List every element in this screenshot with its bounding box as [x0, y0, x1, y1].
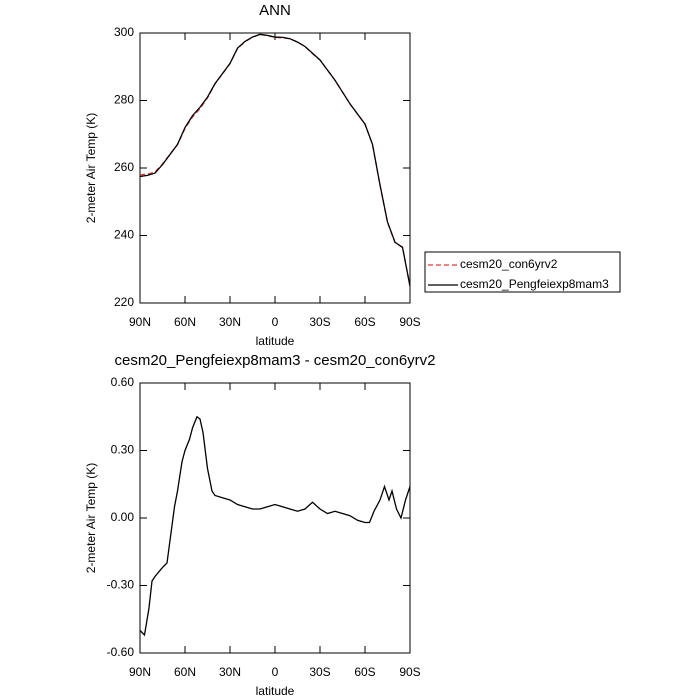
y-tick-label: 0.30	[111, 443, 135, 457]
x-tick-label: 30N	[219, 665, 241, 679]
x-axis-label: latitude	[256, 334, 295, 348]
x-tick-label: 90N	[129, 315, 151, 329]
y-tick-label: 240	[114, 228, 134, 242]
x-axis-label: latitude	[256, 684, 295, 698]
y-axis-label: 2-meter Air Temp (K)	[84, 113, 98, 223]
legend-box	[424, 251, 621, 293]
data-line	[139, 415, 411, 637]
y-tick-label: 280	[114, 93, 134, 107]
legend-label: cesm20_con6yrv2	[460, 257, 558, 271]
data-line	[139, 33, 411, 287]
chart-title: ANN	[259, 2, 291, 19]
x-tick-label: 60N	[174, 665, 196, 679]
data-line	[139, 33, 411, 287]
y-axis-label: 2-meter Air Temp (K)	[84, 463, 98, 573]
y-tick-label: 0.00	[111, 510, 135, 524]
x-tick-label: 30S	[309, 665, 330, 679]
y-tick-label: 220	[114, 295, 134, 309]
x-tick-label: 30N	[219, 315, 241, 329]
x-tick-label: 90N	[129, 665, 151, 679]
x-tick-label: 90S	[399, 315, 420, 329]
legend-label: cesm20_Pengfeiexp8mam3	[460, 277, 609, 291]
plot-frame	[139, 32, 411, 304]
y-tick-label: 300	[114, 25, 134, 39]
y-tick-label: -0.60	[107, 645, 135, 659]
x-tick-label: 90S	[399, 665, 420, 679]
y-tick-label: -0.30	[107, 578, 135, 592]
plot-frame	[139, 382, 411, 654]
x-tick-label: 0	[272, 665, 279, 679]
x-tick-label: 60N	[174, 315, 196, 329]
y-tick-label: 0.60	[111, 375, 135, 389]
x-tick-label: 60S	[354, 315, 375, 329]
x-tick-label: 0	[272, 315, 279, 329]
x-tick-label: 30S	[309, 315, 330, 329]
chart-title: cesm20_Pengfeiexp8mam3 - cesm20_con6yrv2	[115, 352, 436, 369]
y-tick-label: 260	[114, 160, 134, 174]
x-tick-label: 60S	[354, 665, 375, 679]
